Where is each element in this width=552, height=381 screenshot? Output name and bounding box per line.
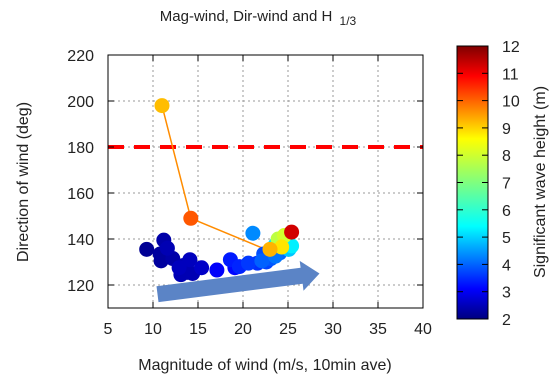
- chart-title: Mag-wind, Dir-wind and H 1/3: [160, 8, 357, 28]
- chart-title-subscript: 1/3: [340, 14, 357, 28]
- y-tick-label: 120: [67, 278, 94, 295]
- x-tick-label: 20: [234, 321, 252, 338]
- colorbar-tick-label: 6: [502, 203, 511, 220]
- colorbar-ticks: 2 3 4 5 6 7 8 9 10 11 12: [457, 39, 520, 329]
- data-point: [245, 225, 261, 241]
- x-tick-label: 35: [369, 321, 387, 338]
- data-point: [194, 260, 210, 276]
- x-tick-label: 30: [324, 321, 342, 338]
- x-tick-label: 25: [279, 321, 297, 338]
- colorbar-tick-label: 12: [502, 39, 520, 56]
- y-axis-ticks: 120 140 160 180 200 220: [67, 48, 423, 295]
- data-point: [183, 210, 199, 226]
- colorbar-tick-label: 5: [502, 230, 511, 247]
- colorbar-tick-label: 9: [502, 121, 511, 138]
- data-point: [274, 239, 290, 255]
- y-tick-label: 180: [67, 140, 94, 157]
- data-point: [153, 253, 169, 269]
- y-tick-label: 200: [67, 94, 94, 111]
- data-point: [240, 255, 256, 271]
- data-point: [159, 240, 175, 256]
- data-point: [171, 260, 187, 276]
- colorbar-tick-label: 7: [502, 176, 511, 193]
- x-axis-ticks: 5 10 15 20 25 30 35 40: [104, 55, 432, 338]
- x-tick-label: 40: [414, 321, 432, 338]
- colorbar-label: Significant wave height (m): [532, 86, 549, 278]
- y-tick-label: 140: [67, 232, 94, 249]
- data-point: [209, 262, 225, 278]
- colorbar-tick-label: 4: [502, 257, 511, 274]
- colorbar-tick-label: 8: [502, 148, 511, 165]
- colorbar-tick-label: 10: [502, 94, 520, 111]
- chart-title-main: Mag-wind, Dir-wind and H: [160, 8, 333, 25]
- trend-arrow-shape: [156, 260, 320, 303]
- trend-arrow: [156, 260, 320, 303]
- data-point: [284, 224, 300, 240]
- x-tick-label: 15: [189, 321, 207, 338]
- x-tick-label: 10: [144, 321, 162, 338]
- colorbar-tick-label: 2: [502, 312, 511, 329]
- colorbar-tick-label: 3: [502, 285, 511, 302]
- y-tick-label: 220: [67, 48, 94, 65]
- data-point: [154, 98, 170, 114]
- y-axis-label: Direction of wind (deg): [15, 102, 32, 262]
- data-point: [262, 241, 278, 257]
- plot-frame: [107, 54, 424, 309]
- data-points: [139, 98, 300, 283]
- data-point: [139, 241, 155, 257]
- data-point: [182, 252, 198, 268]
- data-point: [254, 253, 270, 269]
- x-axis-label: Magnitude of wind (m/s, 10min ave): [138, 357, 391, 374]
- plot-area: [108, 55, 423, 308]
- x-tick-label: 5: [104, 321, 113, 338]
- colorbar-tick-label: 11: [502, 66, 519, 83]
- y-tick-label: 160: [67, 186, 94, 203]
